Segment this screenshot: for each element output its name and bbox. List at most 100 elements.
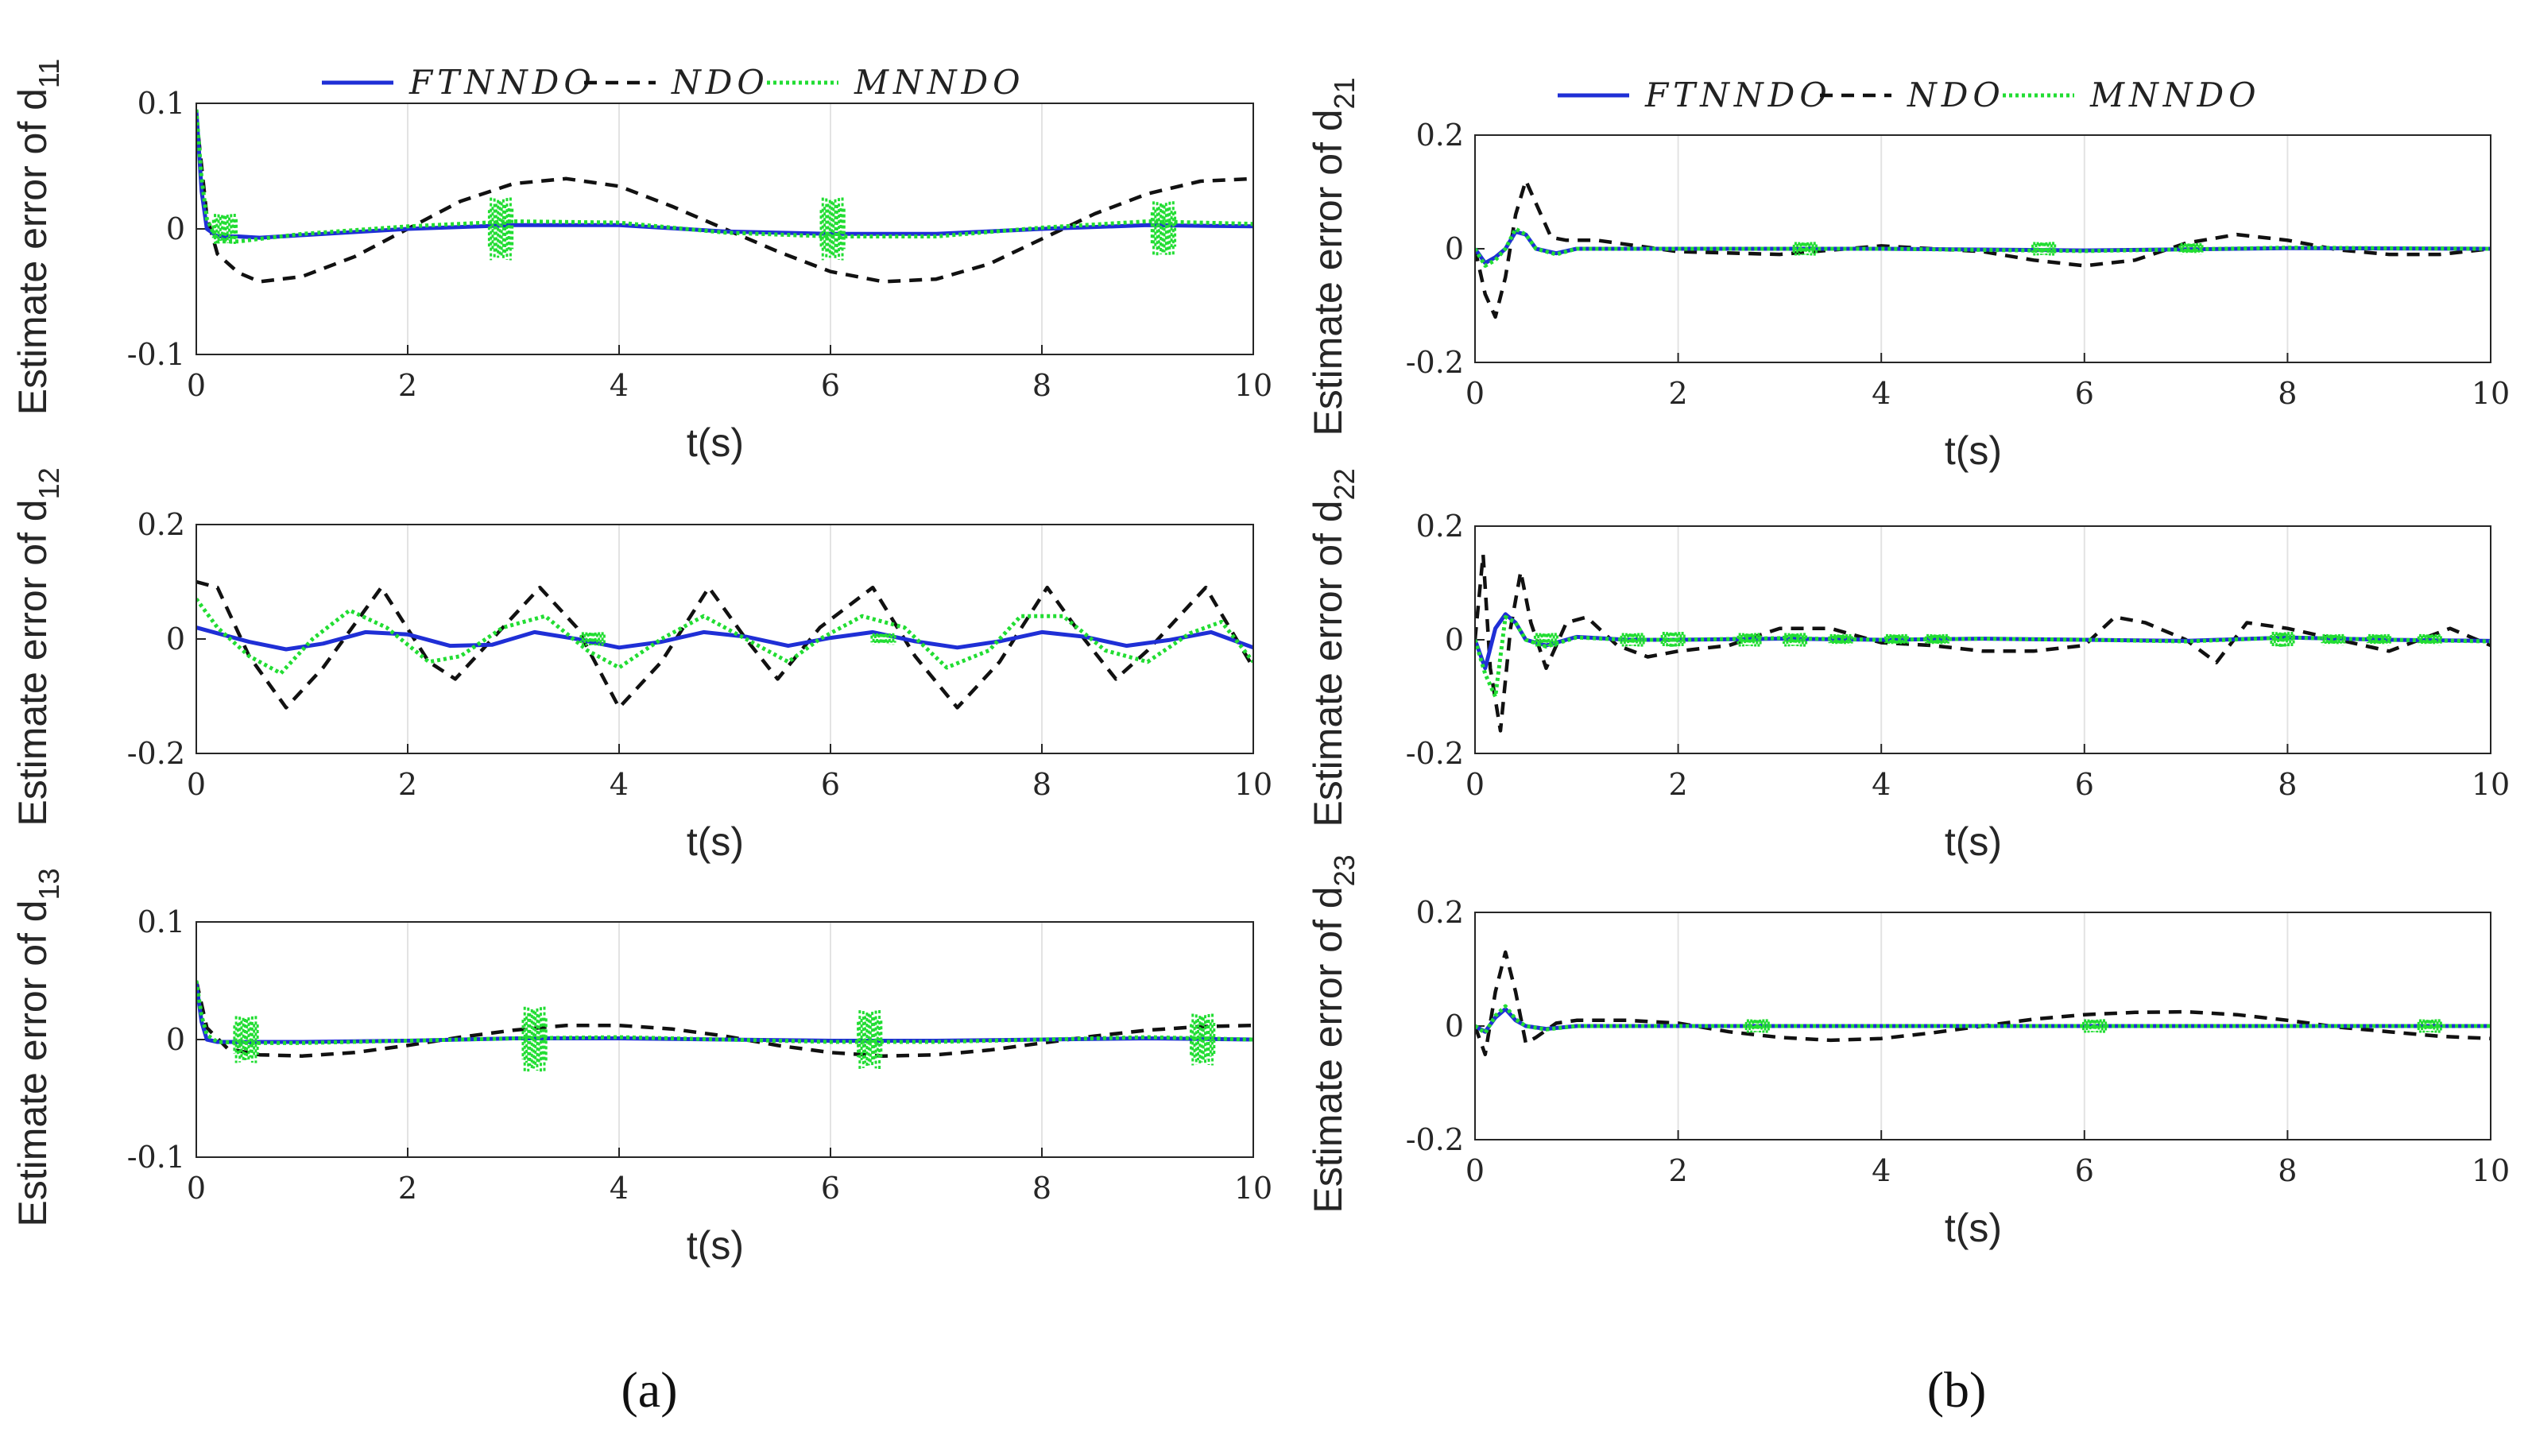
mnndo-chatter-d22 [1660,631,1686,649]
y-tick-label: 0 [166,622,185,656]
series-mnndo-d13 [196,980,1253,1045]
mnndo-chatter-d22 [1828,633,1853,646]
mnndo-chatter-d22 [2321,633,2346,646]
chart-d22: 0 2 4 6 8 10-0.200.2t(s)Estimate error of d22 [1306,468,2510,864]
y-tick-label: -0.1 [127,337,185,372]
legend-b: FTNNDO NDO MNNDO [1558,76,2256,114]
y-tick-label: 0.2 [1416,118,1464,153]
mnndo-chatter-d22 [2417,633,2442,646]
mnndo-chatter-d12 [579,632,606,646]
y-axis-label-d11: Estimate error of d11 [10,59,65,416]
mnndo-chatter-d13 [1190,1013,1216,1066]
x-axis-label-d22: t(s) [1945,819,2002,864]
legend-a-ndo-label: NDO [671,63,769,102]
x-tick-label: 6 [2075,1153,2094,1188]
x-tick-label: 8 [2278,376,2297,411]
x-axis-label-d21: t(s) [1945,428,2002,473]
x-tick-label: 6 [821,368,840,403]
mnndo-chatter-d22 [1783,633,1808,647]
mnndo-chatter-d21 [1792,242,1818,256]
y-tick-label: -0.2 [1406,345,1464,380]
x-tick-label: 6 [2075,376,2094,411]
mnndo-chatter-d22 [1533,633,1559,647]
x-tick-label: 0 [187,1171,206,1206]
mnndo-chatter-d11 [819,197,846,261]
legend-b-ftnndo-label: FTNNDO [1644,76,1832,114]
x-tick-label: 2 [398,1171,417,1206]
x-tick-label: 2 [1669,1153,1688,1188]
y-tick-label: 0 [1445,622,1464,657]
x-tick-label: 4 [610,1171,629,1206]
axes-frame-d23 [1474,912,2491,1140]
x-tick-label: 0 [187,368,206,403]
series-mnndo-d22 [1475,614,2491,699]
x-axis-label-d23: t(s) [1945,1206,2002,1250]
x-tick-label: 10 [1234,368,1272,403]
x-tick-label: 0 [1465,376,1485,411]
y-axis-label-d21: Estimate error of d21 [1306,77,1361,436]
x-tick-label: 10 [1234,767,1272,802]
panel-label-b: (b) [1927,1361,1987,1418]
x-tick-label: 10 [2472,767,2510,802]
x-tick-label: 4 [1872,1153,1891,1188]
chart-d13: 0 2 4 6 8 10-0.100.1t(s)Estimate error of d13 [10,868,1272,1268]
y-tick-label: 0.2 [1416,895,1464,930]
y-axis-label-d22: Estimate error of d22 [1306,468,1361,827]
x-tick-label: 10 [1234,1171,1272,1206]
y-tick-label: 0.2 [137,507,185,542]
series-ftnndo-d12 [196,625,1253,652]
x-tick-label: 0 [1465,1153,1485,1188]
mnndo-chatter-d13 [857,1010,883,1069]
mnndo-chatter-d11 [1150,201,1177,257]
mnndo-chatter-d22 [2366,633,2391,646]
x-tick-label: 8 [2278,1153,2297,1188]
x-tick-label: 0 [187,767,206,802]
x-tick-label: 2 [1669,376,1688,411]
y-tick-label: 0.2 [1416,509,1464,544]
y-axis-label-d12: Estimate error of d12 [10,467,65,826]
x-tick-label: 8 [1032,1171,1051,1206]
x-axis-label-d12: t(s) [687,819,744,864]
mnndo-chatter-d21 [2178,242,2204,255]
legend-a-mnndo-label: MNNDO [854,63,1025,102]
y-tick-label: -0.1 [127,1140,185,1175]
axes-frame-d12 [196,524,1254,754]
panel-label-a: (a) [621,1361,677,1418]
mnndo-chatter-d21 [2031,242,2057,256]
mnndo-chatter-d22 [1736,633,1762,647]
x-axis-label-d13: t(s) [687,1223,744,1268]
x-axis-label-d11: t(s) [687,420,744,465]
chart-d23: 0 2 4 6 8 10-0.200.2t(s)Estimate error of d23 [1306,854,2510,1250]
x-tick-label: 10 [2472,1153,2510,1188]
y-tick-label: -0.2 [1406,1122,1464,1157]
series-mnndo-d12 [196,598,1253,676]
y-axis-label-d23: Estimate error of d23 [1306,854,1361,1213]
mnndo-chatter-d12 [870,633,896,645]
x-tick-label: 6 [821,767,840,802]
series-mnndo-d11 [196,109,1253,244]
x-tick-label: 0 [1465,767,1485,802]
mnndo-chatter-d11 [211,214,238,244]
chart-d12: 0 2 4 6 8 10-0.200.2t(s)Estimate error of d12 [10,467,1272,864]
x-tick-label: 2 [398,767,417,802]
chart-d11: 0 2 4 6 8 10-0.100.1t(s)Estimate error of d11 [10,59,1272,465]
y-tick-label: 0.1 [137,86,185,121]
x-tick-label: 2 [1669,767,1688,802]
plot-area-d12 [196,525,1253,753]
mnndo-chatter-d13 [521,1006,548,1073]
y-tick-label: -0.2 [1406,736,1464,771]
series-ndo-d22 [1475,552,2491,733]
axes-frame-d11 [196,103,1254,355]
x-tick-label: 4 [610,767,629,802]
y-tick-label: 0 [1445,1009,1464,1044]
x-tick-label: 8 [1032,767,1051,802]
y-tick-label: 0.1 [137,904,185,939]
y-axis-label-d13: Estimate error of d13 [10,868,65,1226]
x-tick-label: 8 [2278,767,2297,802]
chart-d21: 0 2 4 6 8 10-0.200.2t(s)Estimate error of d21 [1306,77,2510,473]
x-tick-label: 10 [2472,376,2510,411]
legend-a: FTNNDO NDO MNNDO [322,63,1025,102]
mnndo-chatter-d23 [2082,1019,2108,1033]
series-mnndo-d23 [1475,1004,2491,1036]
